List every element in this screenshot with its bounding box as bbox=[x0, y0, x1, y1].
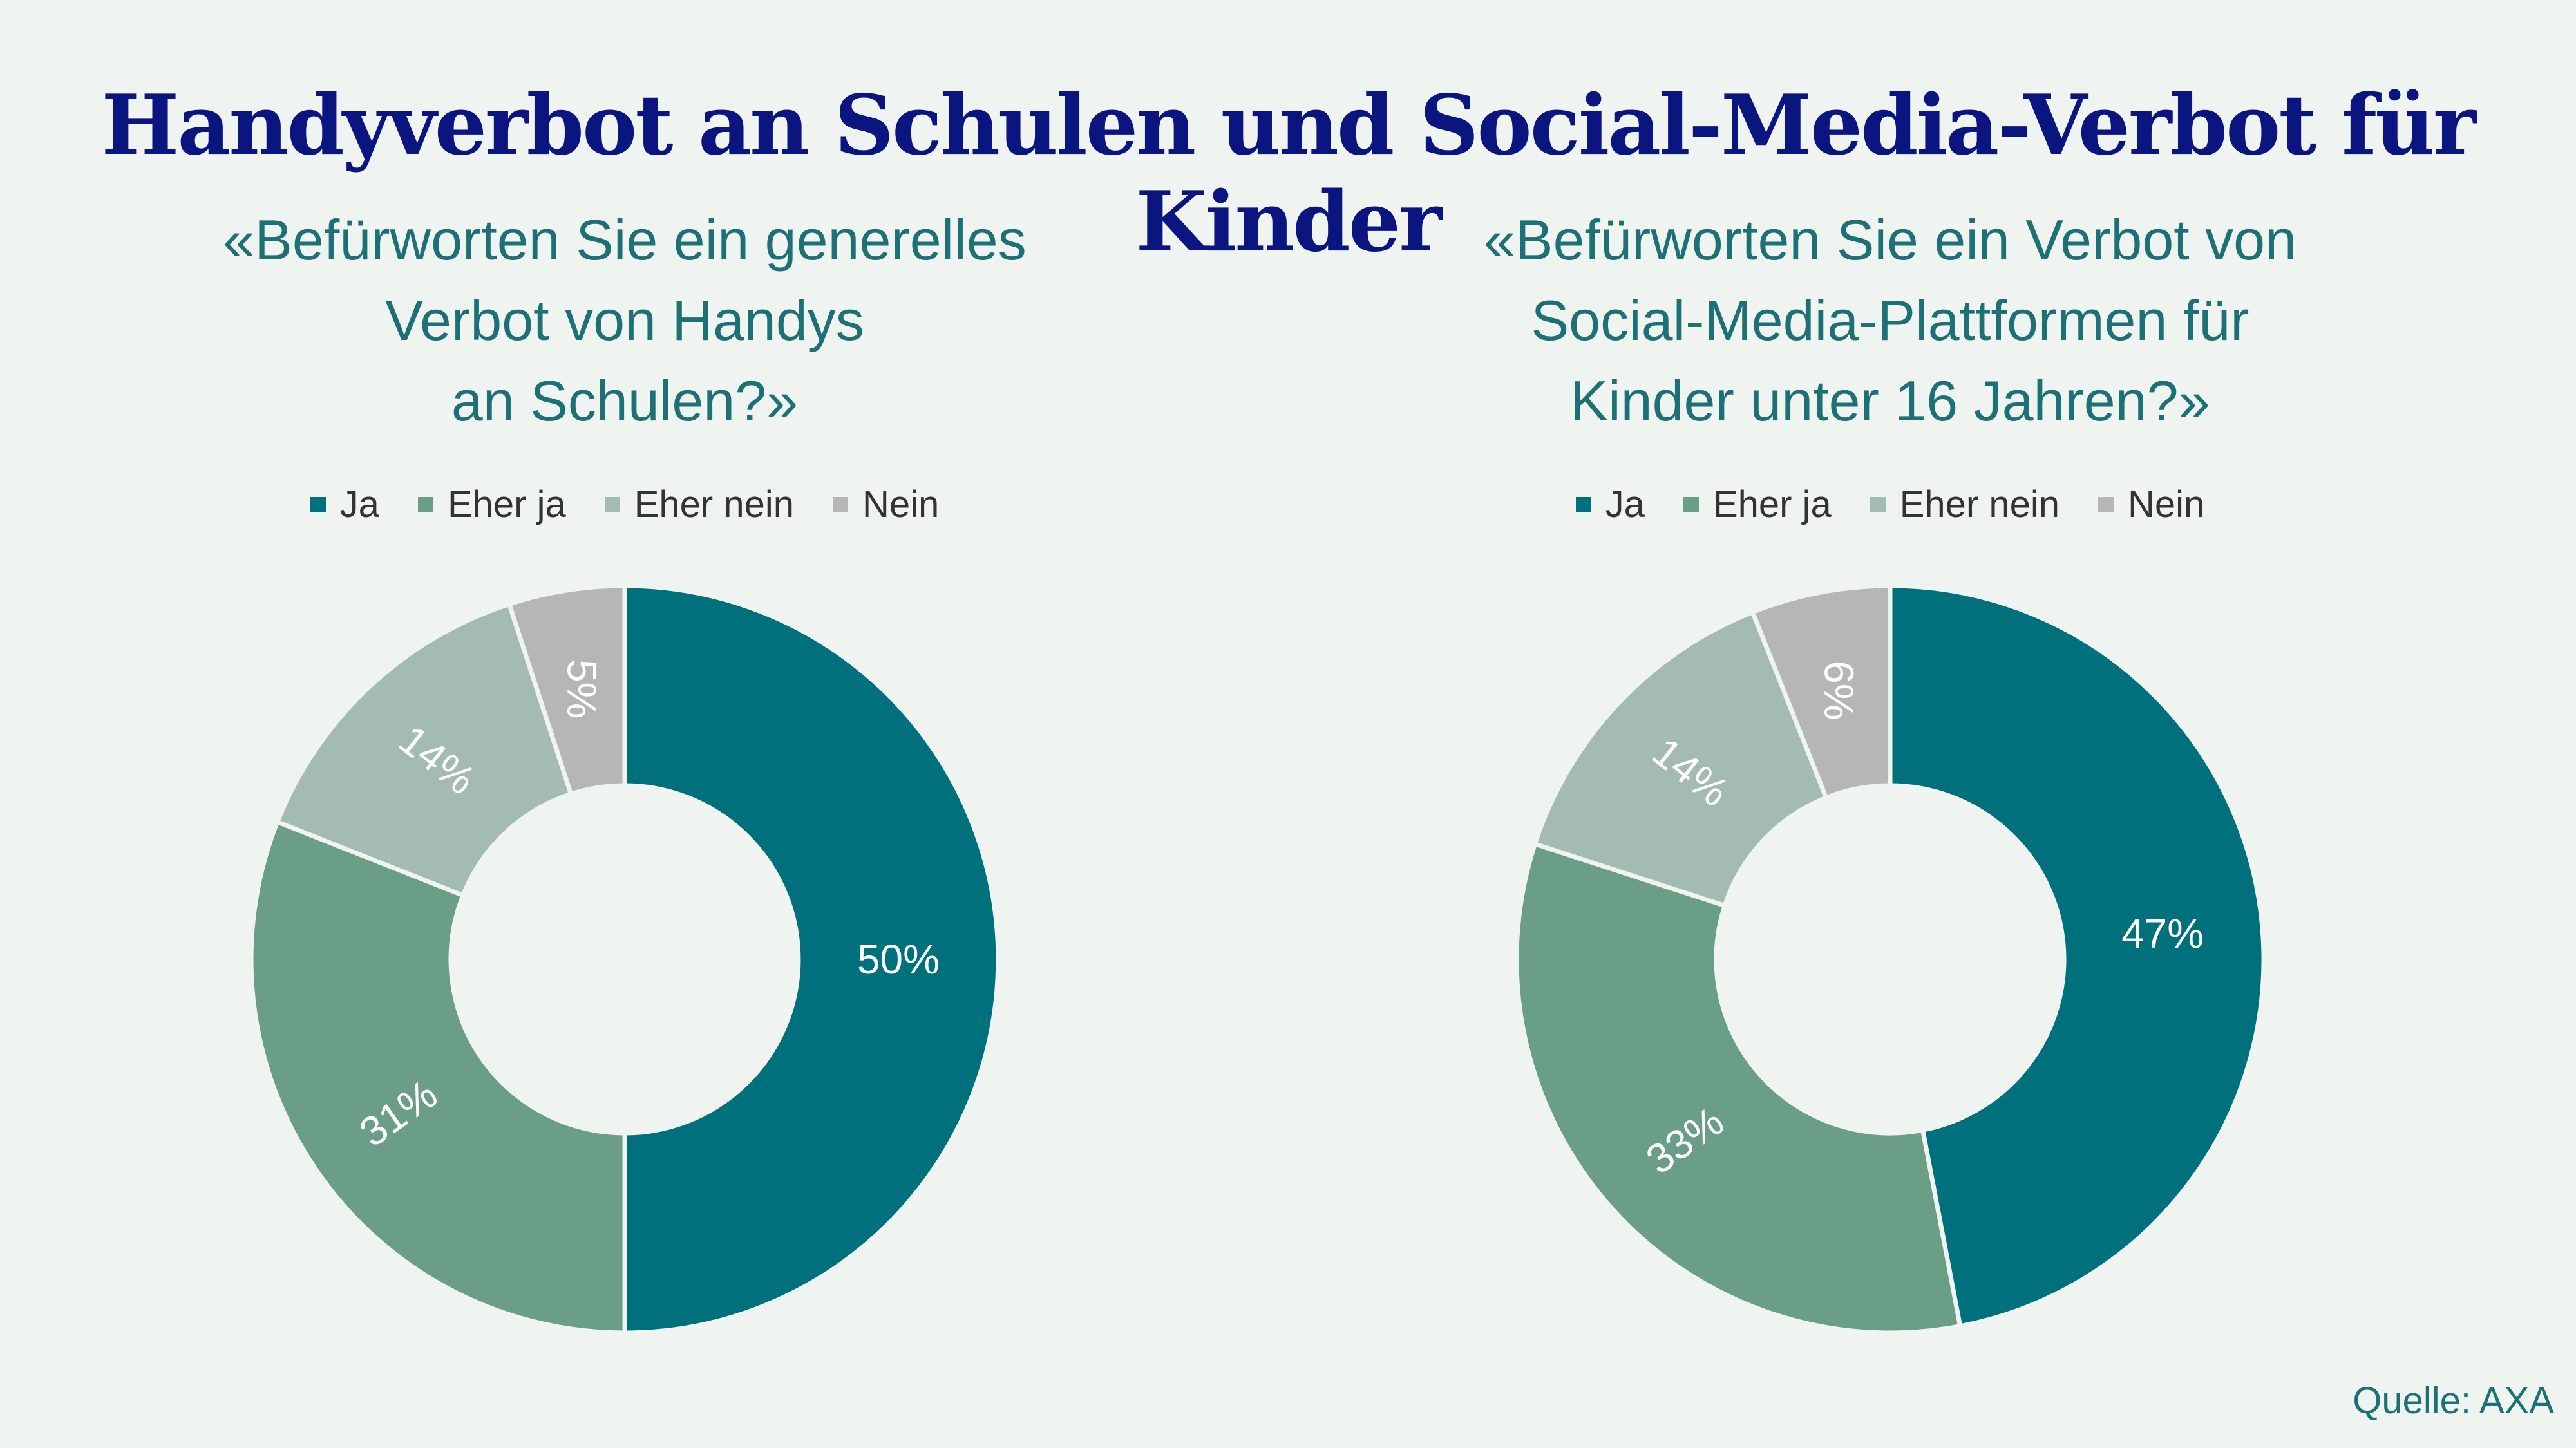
chart-legend: Ja Eher ja Eher nein Nein bbox=[1343, 483, 2438, 526]
question-line: Verbot von Handys bbox=[385, 288, 864, 352]
data-label-ja: 47% bbox=[2121, 910, 2204, 957]
legend-label: Eher ja bbox=[1712, 484, 1832, 525]
legend-swatch bbox=[1683, 496, 1699, 512]
chart-legend: Ja Eher ja Eher nein Nein bbox=[77, 483, 1172, 526]
legend-label: Eher nein bbox=[634, 484, 795, 525]
donut-slice-nein bbox=[506, 583, 627, 797]
legend-item-nein: Nein bbox=[833, 483, 939, 526]
question-line: an Schulen?» bbox=[451, 369, 799, 433]
legend-swatch bbox=[310, 496, 326, 512]
legend-item-ja: Ja bbox=[310, 483, 379, 526]
chart-panel-handyverbot: «Befürworten Sie ein generelles Verbot v… bbox=[77, 200, 1172, 1359]
legend-item-ja: Ja bbox=[1575, 483, 1645, 526]
legend-swatch bbox=[1870, 496, 1886, 512]
donut-slice-eher-nein bbox=[1531, 609, 1830, 908]
data-label-nein: 5% bbox=[559, 659, 605, 719]
donut-slice-eher-ja bbox=[249, 818, 627, 1335]
legend-item-eher-nein: Eher nein bbox=[1870, 483, 2060, 526]
legend-swatch bbox=[604, 496, 620, 512]
legend-label: Ja bbox=[339, 484, 379, 525]
donut-chart: 50%31%14%5% bbox=[249, 583, 1001, 1335]
donut-slice-eher-ja bbox=[1514, 841, 1963, 1335]
donut-slice-eher-nein bbox=[274, 601, 574, 899]
legend-label: Eher ja bbox=[447, 484, 566, 525]
legend-swatch bbox=[1575, 496, 1591, 512]
data-label-nein: 6% bbox=[1815, 661, 1862, 720]
question-line: «Befürworten Sie ein Verbot von bbox=[1483, 208, 2297, 272]
legend-label: Nein bbox=[2128, 484, 2205, 525]
legend-swatch bbox=[2098, 496, 2114, 512]
legend-item-eher-nein: Eher nein bbox=[604, 483, 795, 526]
donut-slice-ja bbox=[622, 583, 1001, 1335]
chart-question: «Befürworten Sie ein generelles Verbot v… bbox=[77, 200, 1172, 441]
page-title: Handyverbot an Schulen und Social-Media-… bbox=[101, 77, 2476, 270]
legend-label: Eher nein bbox=[1899, 484, 2060, 525]
legend-label: Nein bbox=[862, 484, 940, 525]
question-line: Social-Media-Plattformen für bbox=[1531, 288, 2249, 352]
legend-swatch bbox=[833, 496, 849, 512]
legend-label: Ja bbox=[1605, 484, 1645, 525]
donut-slice-ja bbox=[1888, 583, 2266, 1329]
donut-chart: 47%33%14%6% bbox=[1514, 583, 2266, 1335]
legend-item-eher-ja: Eher ja bbox=[1683, 483, 1832, 526]
chart-question: «Befürworten Sie ein Verbot von Social-M… bbox=[1343, 200, 2438, 441]
legend-swatch bbox=[417, 496, 433, 512]
chart-panel-social-media-verbot: «Befürworten Sie ein Verbot von Social-M… bbox=[1343, 200, 2438, 1359]
question-line: Kinder unter 16 Jahren?» bbox=[1570, 369, 2210, 433]
question-line: «Befürworten Sie ein generelles bbox=[223, 208, 1027, 272]
donut-slice-nein bbox=[1749, 583, 1893, 801]
data-label-ja: 50% bbox=[857, 936, 940, 983]
legend-item-nein: Nein bbox=[2098, 483, 2204, 526]
legend-item-eher-ja: Eher ja bbox=[417, 483, 566, 526]
source-note: Quelle: AXA bbox=[2353, 1380, 2554, 1422]
